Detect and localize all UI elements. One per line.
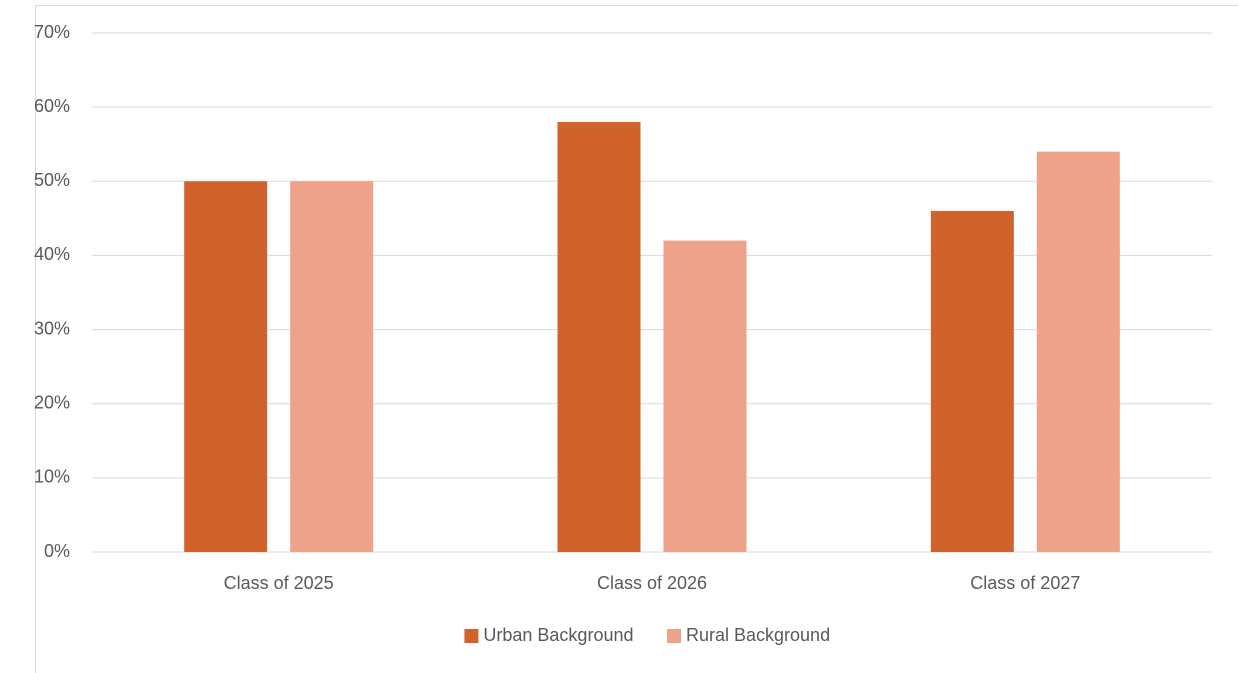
- bar: [184, 181, 268, 553]
- y-tick-label: 20%: [34, 392, 70, 412]
- bar: [557, 121, 641, 552]
- y-tick-label: 30%: [34, 318, 70, 338]
- x-tick-label: Class of 2027: [970, 573, 1080, 593]
- y-tick-label: 40%: [34, 244, 70, 264]
- x-tick-label: Class of 2025: [224, 573, 334, 593]
- y-tick-label: 60%: [34, 96, 70, 116]
- bar: [1036, 151, 1120, 552]
- y-tick-label: 50%: [34, 170, 70, 190]
- y-tick-label: 10%: [34, 467, 70, 487]
- legend-label: Rural Background: [686, 625, 830, 645]
- legend-swatch: [667, 629, 681, 643]
- bar: [663, 240, 747, 552]
- legend-swatch: [464, 629, 479, 643]
- x-tick-label: Class of 2026: [597, 573, 707, 593]
- y-tick-label: 0%: [44, 541, 70, 561]
- chart-frame: [35, 5, 1238, 673]
- bar: [290, 181, 374, 553]
- y-tick-label: 70%: [34, 22, 70, 42]
- legend-label: Urban Background: [483, 625, 633, 645]
- bar: [930, 210, 1014, 552]
